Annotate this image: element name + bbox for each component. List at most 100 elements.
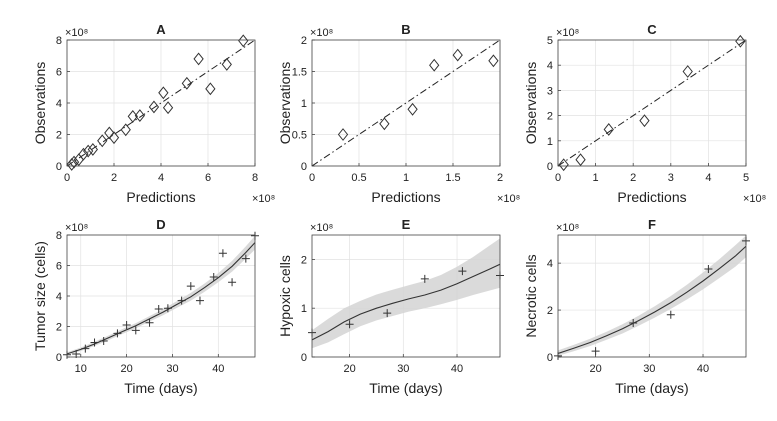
panel-e: 20 30 40 0 1 2 ×10⁸ E Time (days) Hypoxic cells xyxy=(277,217,504,396)
data-point xyxy=(104,126,115,140)
x-tick-label: 2 xyxy=(497,172,503,184)
data-point xyxy=(177,296,186,305)
y-tick-label: 0 xyxy=(301,161,307,173)
x-tick-label: 3 xyxy=(668,172,674,184)
plot-area-b xyxy=(312,40,500,166)
data-point xyxy=(238,34,249,48)
data-point xyxy=(81,344,90,353)
data-point xyxy=(429,58,440,72)
data-point xyxy=(639,114,650,128)
y-tick-label: 6 xyxy=(56,261,62,273)
data-point xyxy=(163,304,172,313)
y-exponent-label: ×10⁸ xyxy=(65,222,88,234)
panel-a: 0 2 4 6 802468×10⁸×10⁸APredictionsObservatio… xyxy=(32,22,275,205)
panel-b: 0 0.5 1 1.5 200.511.52×10⁸×10⁸BPredictionsOb… xyxy=(277,22,520,205)
x-tick-label: 2 xyxy=(630,172,636,184)
panel-c: 0 1 2 3 4 5012345×10⁸×10⁸CPredictionsObservat… xyxy=(523,22,766,205)
data-point xyxy=(145,318,154,327)
x-axis-label: Time (days) xyxy=(615,380,688,396)
data-point xyxy=(108,131,120,145)
data-point xyxy=(591,347,600,356)
x-tick-label: 0 xyxy=(555,172,561,184)
x-tick-label: 30 xyxy=(643,363,655,375)
data-point xyxy=(221,57,232,71)
data-point xyxy=(682,65,693,78)
y-tick-label: 6 xyxy=(56,67,62,79)
x-tick-label: 4 xyxy=(158,172,164,184)
data-point xyxy=(134,109,145,123)
data-point xyxy=(575,153,586,167)
y-tick-label: 2 xyxy=(301,35,307,47)
panel-title: B xyxy=(401,22,410,37)
x-axis-label: Time (days) xyxy=(369,380,442,396)
data-point xyxy=(218,249,227,258)
x-tick-label: 30 xyxy=(397,363,409,375)
y-tick-label: 0 xyxy=(547,352,553,364)
data-point xyxy=(66,157,77,171)
x-axis-label: Time (days) xyxy=(124,380,197,396)
data-point xyxy=(735,34,746,48)
y-tick-label: 2 xyxy=(301,254,307,266)
x-tick-label: 1.5 xyxy=(445,172,460,184)
data-point xyxy=(193,52,204,66)
x-tick-label: 0 xyxy=(64,172,70,184)
panel-d: 10 20 30 40 0 2 4 6 8×10⁸ D Time (days) Tumor size … xyxy=(32,217,259,396)
panel-title: C xyxy=(647,22,657,37)
x-tick-label: 1 xyxy=(593,172,599,184)
y-tick-label: 0 xyxy=(56,352,62,364)
confidence-band xyxy=(312,238,500,349)
y-tick-label: 1 xyxy=(301,303,307,315)
data-point xyxy=(241,254,250,263)
data-point xyxy=(420,274,429,283)
y-tick-label: 8 xyxy=(56,35,62,47)
x-tick-label: 20 xyxy=(589,363,601,375)
data-point xyxy=(68,155,80,169)
data-point xyxy=(181,76,192,90)
data-point xyxy=(704,265,713,274)
data-point xyxy=(158,86,169,100)
data-point xyxy=(87,143,98,156)
y-tick-label: 0 xyxy=(301,352,307,364)
y-axis-label: Observations xyxy=(523,62,539,144)
x-tick-label: 1 xyxy=(403,172,409,184)
plot-area-e xyxy=(312,238,500,349)
y-exponent-label: ×10⁸ xyxy=(556,222,579,234)
data-point xyxy=(337,128,349,141)
x-tick-label: 5 xyxy=(743,172,749,184)
x-exponent-label: ×10⁸ xyxy=(497,193,520,205)
x-tick-label: 10 xyxy=(75,363,87,375)
y-tick-label: 8 xyxy=(56,230,62,242)
data-point xyxy=(458,267,467,276)
y-exponent-label: ×10⁸ xyxy=(310,222,333,234)
x-tick-label: 20 xyxy=(120,363,132,375)
x-tick-label: 2 xyxy=(111,172,117,184)
panel-title: D xyxy=(156,217,165,232)
y-tick-label: 1.5 xyxy=(292,67,307,79)
x-tick-label: 6 xyxy=(205,172,211,184)
data-point xyxy=(113,329,122,338)
y-tick-label: 2 xyxy=(56,322,62,334)
data-point xyxy=(186,282,195,291)
y-axis-label: Observations xyxy=(277,62,293,144)
y-axis-label: Observations xyxy=(32,62,48,144)
x-tick-label: 0 xyxy=(309,172,315,184)
y-tick-label: 1 xyxy=(547,136,553,148)
data-point xyxy=(407,102,418,116)
identity-line xyxy=(67,40,255,166)
y-tick-label: 2 xyxy=(547,111,553,123)
plot-area-f xyxy=(558,235,746,356)
panel-title: A xyxy=(156,22,166,37)
data-point xyxy=(209,272,218,281)
y-tick-label: 2 xyxy=(56,130,62,142)
y-tick-label: 4 xyxy=(56,291,62,303)
x-tick-label: 20 xyxy=(343,363,355,375)
data-point xyxy=(131,326,140,335)
x-tick-label: 30 xyxy=(166,363,178,375)
axes-box-c xyxy=(557,39,747,167)
y-tick-label: 1 xyxy=(301,98,307,110)
y-tick-label: 0.5 xyxy=(292,130,307,142)
data-point xyxy=(558,158,569,172)
x-axis-label: Predictions xyxy=(126,189,195,205)
data-point xyxy=(603,123,614,136)
data-point xyxy=(666,310,675,319)
